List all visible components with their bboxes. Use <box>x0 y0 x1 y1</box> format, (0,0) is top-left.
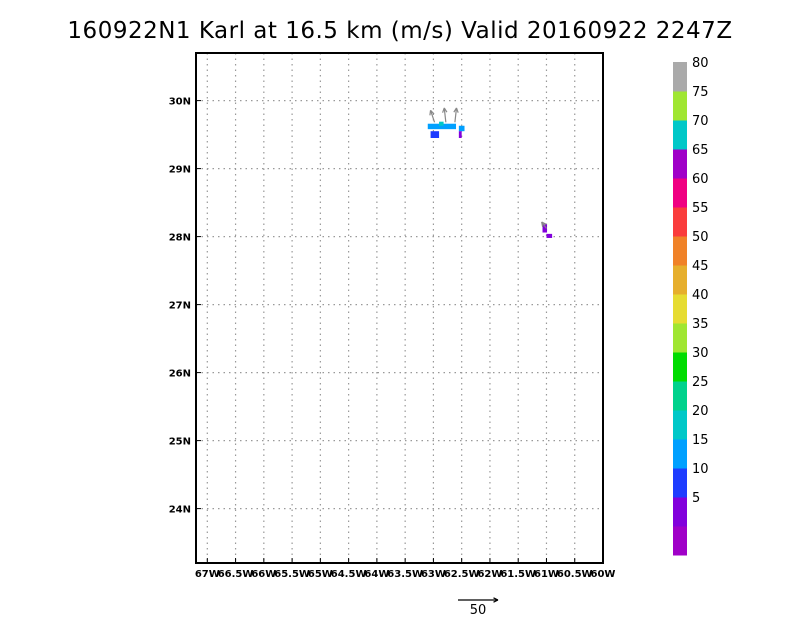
x-tick-label: 62.5W <box>444 569 480 580</box>
x-tick-label: 64.5W <box>331 569 367 580</box>
colorbar-bin <box>673 497 687 527</box>
y-tick-label: 30N <box>169 97 191 108</box>
x-tick-label: 64W <box>364 569 389 580</box>
wind-cell <box>430 131 440 138</box>
x-tick-label: 63W <box>421 569 446 580</box>
colorbar-label: 30 <box>692 346 709 361</box>
y-tick-label: 29N <box>169 165 191 176</box>
reference-vector-label: 50 <box>470 603 487 618</box>
y-tick-label: 26N <box>169 369 191 380</box>
x-tick-label: 65W <box>308 569 333 580</box>
wind-cell <box>546 233 553 238</box>
colorbar-label: 50 <box>692 230 709 245</box>
colorbar-label: 45 <box>692 259 709 274</box>
colorbar-bin <box>673 178 687 208</box>
colorbar-label: 5 <box>692 491 700 506</box>
x-tick-label: 62W <box>477 569 502 580</box>
y-tick-label: 27N <box>169 301 191 312</box>
x-tick-label: 65.5W <box>274 569 310 580</box>
plot-frame <box>195 52 604 564</box>
x-tick-label: 66.5W <box>218 569 254 580</box>
colorbar-label: 15 <box>692 433 709 448</box>
y-axis: 24N 25N 26N 27N 28N 29N 30N <box>169 97 201 516</box>
colorbar-label: 10 <box>692 462 709 477</box>
x-tick-label: 67W <box>195 569 220 580</box>
wind-vector <box>541 221 547 229</box>
reference-arrow <box>458 597 499 603</box>
y-tick-label: 25N <box>169 437 191 448</box>
colorbar-bin <box>673 265 687 295</box>
wind-vector <box>429 109 436 123</box>
wind-cell <box>458 131 462 138</box>
y-tick-label: 28N <box>169 233 191 244</box>
wind-cell <box>439 121 444 126</box>
x-tick-label: 61W <box>534 569 559 580</box>
chart-title: 160922N1 Karl at 16.5 km (m/s) Valid 201… <box>67 18 733 44</box>
colorbar-bin <box>673 149 687 179</box>
x-tick-label: 60W <box>591 569 616 580</box>
colorbar-label: 55 <box>692 201 709 216</box>
x-tick-label: 63.5W <box>387 569 423 580</box>
reference-vector: 50 <box>458 597 499 618</box>
colorbar-bin <box>673 207 687 237</box>
wind-vector <box>442 107 448 123</box>
colorbar: 5 10 15 20 25 30 35 40 45 50 55 60 65 70 75 80 <box>673 56 709 556</box>
colorbar-bin <box>673 323 687 353</box>
wind-vectors <box>429 107 547 229</box>
colorbar-bin <box>673 381 687 411</box>
colorbar-label: 70 <box>692 114 709 129</box>
colorbar-label: 65 <box>692 143 709 158</box>
wind-cell <box>427 123 457 130</box>
wind-cell <box>542 224 548 233</box>
x-tick-label: 66W <box>251 569 276 580</box>
x-tick-label: 61.5W <box>500 569 536 580</box>
wind-speed-cells <box>427 121 553 238</box>
colorbar-label: 60 <box>692 172 709 187</box>
colorbar-bin <box>673 62 687 92</box>
colorbar-label: 35 <box>692 317 709 332</box>
colorbar-bin <box>673 526 687 556</box>
colorbar-bin <box>673 120 687 150</box>
colorbar-label: 75 <box>692 85 709 100</box>
colorbar-bin <box>673 468 687 498</box>
colorbar-label: 20 <box>692 404 709 419</box>
grid-lines <box>196 53 604 563</box>
x-axis: 67W66.5W66W65.5W65W64.5W64W63.5W63W62.5W… <box>195 558 616 580</box>
colorbar-bin <box>673 294 687 324</box>
colorbar-bin <box>673 410 687 440</box>
colorbar-label: 25 <box>692 375 709 390</box>
y-tick-label: 24N <box>169 505 191 516</box>
colorbar-bin <box>673 352 687 382</box>
wind-cell <box>458 125 465 132</box>
colorbar-label: 80 <box>692 56 709 71</box>
x-tick-label: 60.5W <box>557 569 593 580</box>
colorbar-label: 40 <box>692 288 709 303</box>
colorbar-bin <box>673 236 687 266</box>
colorbar-bin <box>673 91 687 121</box>
colorbar-bin <box>673 439 687 469</box>
wind-vector <box>453 107 459 123</box>
